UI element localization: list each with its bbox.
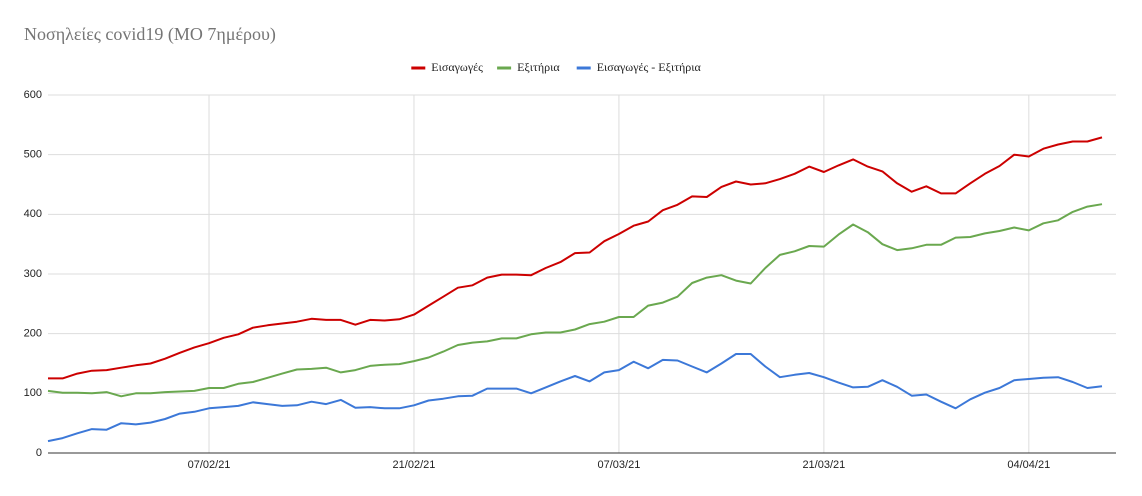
series-line bbox=[48, 136, 1103, 380]
x-tick-label: 07/02/21 bbox=[188, 459, 231, 471]
y-tick-label: 500 bbox=[24, 149, 42, 161]
y-tick-label: 400 bbox=[24, 208, 42, 220]
x-tick-label: 07/03/21 bbox=[598, 459, 641, 471]
chart-title: Νοσηλείες covid19 (ΜΟ 7ημέρου) bbox=[24, 24, 276, 45]
series-line bbox=[47, 353, 1103, 443]
legend-label: Εξιτήρια bbox=[517, 60, 560, 74]
y-tick-label: 600 bbox=[24, 89, 42, 101]
y-tick-label: 0 bbox=[36, 447, 42, 459]
legend-label: Εισαγωγές - Εξιτήρια bbox=[597, 60, 702, 74]
x-tick-label: 04/04/21 bbox=[1007, 459, 1050, 471]
y-tick-label: 200 bbox=[24, 328, 42, 340]
x-tick-label: 21/02/21 bbox=[393, 459, 436, 471]
x-tick-label: 21/03/21 bbox=[802, 459, 845, 471]
y-tick-label: 300 bbox=[24, 268, 42, 280]
series-line bbox=[47, 203, 1103, 398]
y-tick-label: 100 bbox=[24, 387, 42, 399]
legend-label: Εισαγωγές bbox=[431, 60, 483, 74]
